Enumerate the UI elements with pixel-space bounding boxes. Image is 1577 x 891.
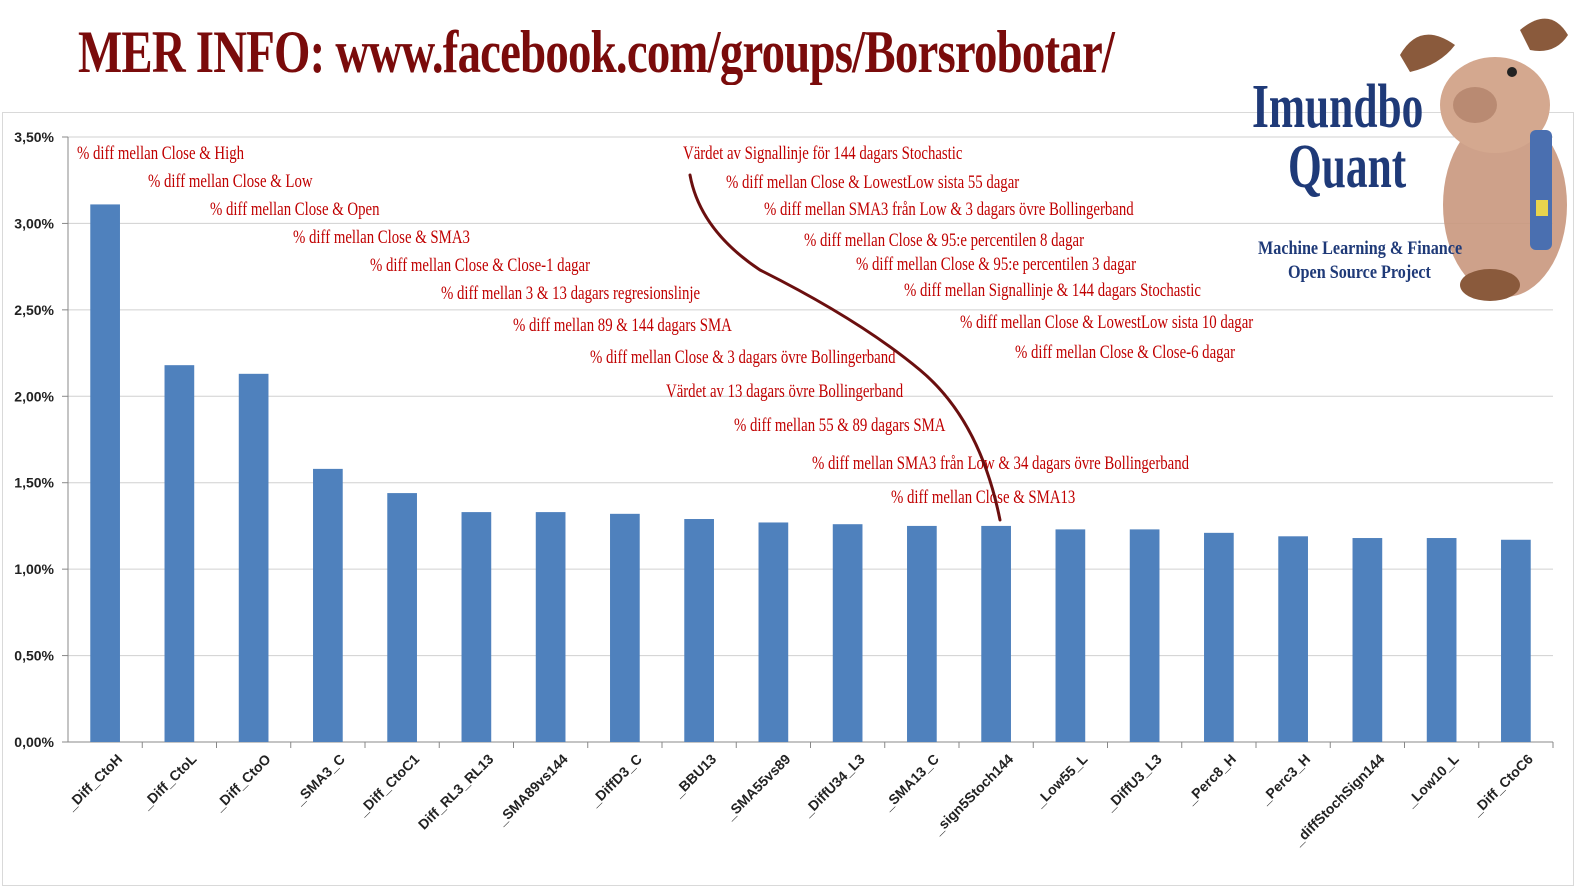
- x-tick-label: _Diff_CtoC6: [1467, 751, 1536, 820]
- bar: [610, 513, 640, 742]
- chart-annotation: % diff mellan SMA3 från Low & 34 dagars …: [812, 452, 1189, 473]
- y-tick-label: 0,00%: [14, 734, 54, 750]
- chart-annotation: % diff mellan Close & Close-1 dagar: [370, 254, 590, 275]
- header: MER INFO: www.facebook.com/groups/Borsro…: [0, 0, 1577, 120]
- x-tick-label: _SMA55vs89: [721, 751, 794, 824]
- bar: [164, 365, 195, 742]
- chart-annotation: Värdet av Signallinje för 144 dagars Sto…: [683, 142, 963, 163]
- logo-subtitle-line1: Machine Learning & Finance: [1258, 238, 1463, 259]
- chart-frame: [2, 112, 1574, 886]
- x-tick-label: _Diff_CtoH: [62, 751, 125, 814]
- chart-annotation: % diff mellan Signallinje & 144 dagars S…: [904, 279, 1201, 300]
- x-tick-label: _BBU13: [669, 751, 719, 801]
- bar: [758, 522, 789, 742]
- x-tick-label: _DiffD3_C: [586, 751, 645, 810]
- logo-name-line1: Imundbo: [1252, 73, 1424, 141]
- bar: [907, 525, 937, 742]
- bar: [1501, 539, 1531, 742]
- x-tick-label: _DiffU34_L3: [799, 751, 868, 820]
- bar: [1129, 529, 1160, 742]
- x-tick-label: _DiffU3_L3: [1101, 751, 1165, 815]
- chart-annotation: % diff mellan Close & 3 dagars övre Boll…: [590, 346, 896, 367]
- chart-annotation: % diff mellan 89 & 144 dagars SMA: [513, 314, 732, 335]
- x-tick-label: _SMA89vs144: [493, 751, 571, 829]
- bar: [981, 525, 1011, 742]
- y-tick-label: 2,00%: [14, 388, 54, 404]
- logo-name-line2: Quant: [1288, 133, 1407, 201]
- bar: [313, 468, 343, 742]
- x-tick-label: _Low55_L: [1031, 751, 1091, 811]
- chart-annotation: % diff mellan Close & 95:e percentilen 3…: [856, 253, 1136, 274]
- bar: [1278, 536, 1308, 742]
- logo: Imundbo Quant Machine Learning & Finance…: [1250, 10, 1570, 310]
- chart-annotation: % diff mellan SMA3 från Low & 3 dagars ö…: [764, 198, 1134, 219]
- bar: [1352, 538, 1383, 742]
- bar: [1055, 529, 1086, 742]
- x-tick-label: _SMA3_C: [290, 751, 348, 809]
- x-tick-label: _SMA13_C: [879, 751, 942, 814]
- chart-annotation: % diff mellan 3 & 13 dagars regresionsli…: [441, 282, 700, 303]
- arrow-curve: [688, 173, 1002, 522]
- chart-annotation: % diff mellan Close & Open: [210, 198, 380, 219]
- chart-annotation: % diff mellan Close & SMA3: [293, 226, 470, 247]
- bar: [387, 493, 417, 742]
- page-title: MER INFO: www.facebook.com/groups/Borsro…: [78, 19, 1115, 85]
- x-tick-label: _sign5Stoch144: [929, 751, 1017, 839]
- chart-annotation: % diff mellan Close & Low: [148, 170, 313, 191]
- chart-annotation: % diff mellan Close & High: [77, 142, 244, 163]
- bar: [1426, 538, 1457, 742]
- x-tick-label: _Diff_CtoC1: [354, 751, 423, 820]
- y-tick-label: 1,00%: [14, 561, 54, 577]
- bar: [461, 512, 492, 742]
- bar: [535, 512, 566, 742]
- bar: [832, 524, 863, 742]
- y-tick-label: 3,00%: [14, 215, 54, 231]
- bar: [684, 519, 714, 742]
- logo-subtitle-line2: Open Source Project: [1288, 262, 1431, 283]
- x-tick-label: _Perc8_H: [1182, 751, 1239, 808]
- y-tick-label: 2,50%: [14, 302, 54, 318]
- moose-mascot-icon: [1400, 18, 1568, 301]
- bar: [90, 204, 120, 742]
- x-tick-label: _Diff_CtoO: [210, 751, 274, 815]
- chart-annotation: Värdet av 13 dagars övre Bollingerband: [666, 380, 904, 401]
- y-tick-label: 1,50%: [14, 475, 54, 491]
- x-tick-label: Diff_RL3_RL13: [415, 751, 497, 833]
- x-tick-label: _Diff_CtoL: [137, 750, 199, 812]
- chart-annotation: % diff mellan Close & Close-6 dagar: [1015, 341, 1235, 362]
- chart-annotation: % diff mellan Close & SMA13: [891, 486, 1075, 507]
- x-tick-label: _Low10_L: [1402, 751, 1462, 811]
- y-tick-label: 0,50%: [14, 648, 54, 664]
- chart-annotation: % diff mellan Close & LowestLow sista 10…: [960, 311, 1253, 332]
- chart-annotation: % diff mellan 55 & 89 dagars SMA: [734, 414, 946, 435]
- chart-annotation: % diff mellan Close & LowestLow sista 55…: [726, 171, 1019, 192]
- chart-annotation: % diff mellan Close & 95:e percentilen 8…: [804, 229, 1084, 250]
- bar: [1204, 532, 1234, 742]
- y-tick-label: 3,50%: [14, 129, 54, 145]
- bar: [238, 373, 269, 742]
- x-tick-label: _Perc3_H: [1256, 751, 1313, 808]
